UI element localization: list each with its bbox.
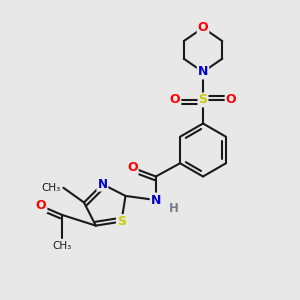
Text: S: S <box>117 215 126 228</box>
Text: N: N <box>151 194 161 207</box>
Text: H: H <box>169 202 178 215</box>
Text: CH₃: CH₃ <box>41 183 61 193</box>
Text: N: N <box>98 178 107 190</box>
Text: S: S <box>199 93 208 106</box>
Text: O: O <box>36 200 46 212</box>
Text: O: O <box>170 93 180 106</box>
Text: N: N <box>198 65 208 79</box>
Text: O: O <box>127 161 138 174</box>
Text: O: O <box>226 93 236 106</box>
Text: O: O <box>198 21 208 34</box>
Text: CH₃: CH₃ <box>52 241 71 251</box>
